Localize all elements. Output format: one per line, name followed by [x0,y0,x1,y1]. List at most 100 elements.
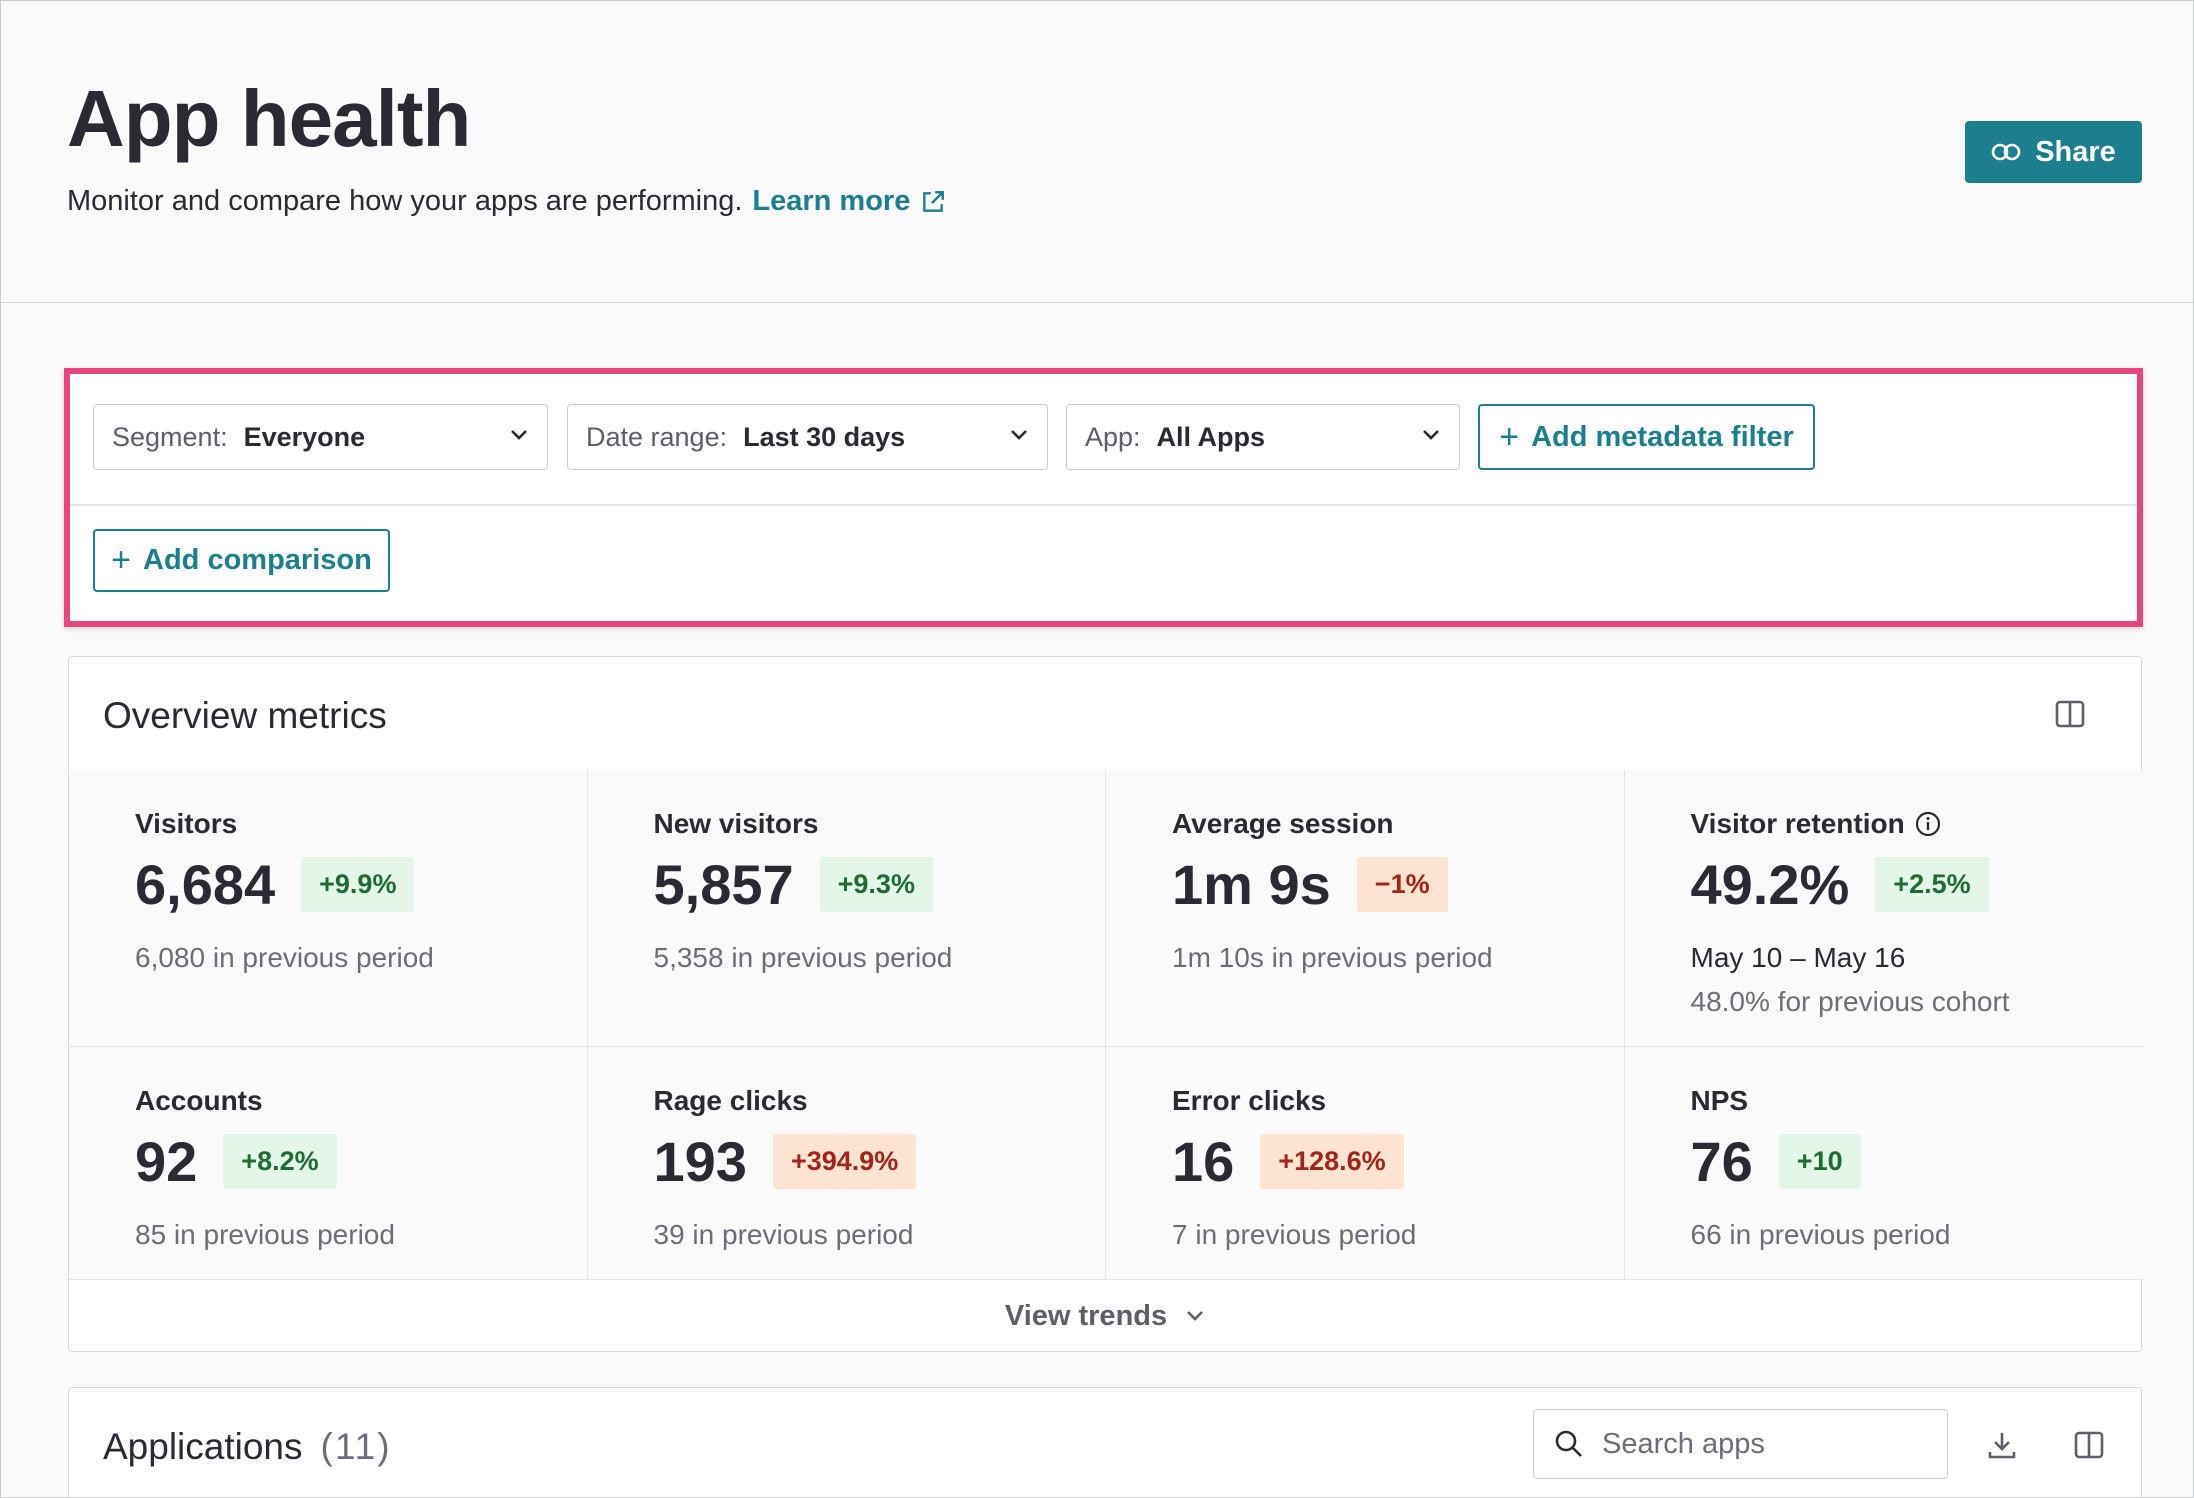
metric-name-text: Visitor retention [1690,808,1905,839]
divider [70,504,2137,506]
view-trends[interactable]: View trends [69,1280,2141,1352]
previous-period: 6,080 in previous period [135,942,434,973]
header: App health Monitor and compare how your … [1,1,2193,303]
metric-row: 76 +10 [1691,1129,1861,1194]
metric-value: 5,857 [653,853,794,916]
subtitle-row: Monitor and compare how your apps are pe… [67,185,946,218]
previous-period: 48.0% for previous cohort [1690,986,2010,1017]
change-badge: +9.3% [819,857,933,912]
change-badge: +394.9% [772,1134,917,1189]
change-badge: +9.9% [301,857,415,912]
info-icon[interactable] [1915,811,1941,837]
search-placeholder: Search apps [1602,1427,1765,1460]
metric-value: 193 [653,1130,747,1193]
add-filter-label: Add metadata filter [1531,420,1794,453]
dropdown-value: Everyone [243,421,366,452]
dropdown-value: Last 30 days [743,421,906,452]
metric-name: Average session [1172,808,1394,840]
link-icon [1991,143,2021,161]
metric-name-text: Error clicks [1172,1085,1327,1116]
change-badge: +10 [1778,1134,1861,1189]
previous-period: 1m 10s in previous period [1172,942,1493,973]
metric-value: 92 [135,1130,198,1193]
metric-tile: Visitor retention 49.2% +2.5% May 10 – May … [1624,770,2143,1047]
metric-tile: Accounts 92 +8.2% 85 in previous period [69,1047,588,1280]
metric-value: 16 [1172,1130,1235,1193]
metric-name-text: NPS [1690,1085,1749,1116]
metric-value: 1m 9s [1172,853,1331,916]
metric-name: Accounts [135,1085,263,1117]
metric-row: 49.2% +2.5% [1691,852,1989,917]
learn-more-link[interactable]: Learn more [752,185,911,217]
dropdown-value: All Apps [1156,421,1266,452]
columns-icon[interactable] [2055,699,2085,729]
metric-row: 6,684 +9.9% [135,852,415,917]
metric-tile: Visitors 6,684 +9.9% 6,080 in previous peri… [69,770,588,1047]
applications-count: (11) [320,1426,392,1467]
previous-period: 5,358 in previous period [653,942,953,973]
add-comparison-button[interactable]: + Add comparison [93,529,390,592]
metric-name-text: Average session [1172,808,1394,839]
dropdown-label: App: [1085,421,1141,452]
page-title: App health [67,74,471,163]
metric-name: Visitor retention [1691,808,1941,840]
applications-title: Applications [103,1426,303,1467]
metric-row: 193 +394.9% [654,1129,917,1194]
external-icon [923,190,945,212]
share-button[interactable]: Share [1965,121,2142,183]
metric-tile: NPS 76 +10 66 in previous period [1624,1047,2143,1280]
subtitle: Monitor and compare how your apps are pe… [67,185,743,217]
overview-title: Overview metrics [103,695,387,736]
metric-name-text: Visitors [135,808,238,839]
metric-row: 92 +8.2% [135,1129,337,1194]
metric-name-text: Rage clicks [653,1085,808,1116]
previous-period: 66 in previous period [1690,1219,1951,1250]
metric-name: Visitors [135,808,237,840]
search-icon [1555,1430,1582,1457]
change-badge: +128.6% [1260,1134,1404,1189]
change-badge: −1% [1356,857,1448,912]
metric-value: 6,684 [135,853,276,916]
metric-tile: Rage clicks 193 +394.9% 39 in previous peri… [587,1047,1106,1280]
dropdown-label: Segment: [112,421,228,452]
metric-name: Rage clicks [654,1085,808,1117]
add-comparison-label: Add comparison [143,544,372,576]
metric-row: 1m 9s −1% [1172,852,1448,917]
previous-period: 85 in previous period [135,1219,395,1250]
metric-name-text: New visitors [653,808,819,839]
change-badge: +8.2% [223,1134,337,1189]
dropdown[interactable]: Segment: Everyone [93,404,548,470]
metric-row: 5,857 +9.3% [654,852,933,917]
chevron [1187,1311,1204,1321]
metric-name: Error clicks [1172,1085,1326,1117]
chevron [1423,430,1439,440]
dropdown[interactable]: Date range: Last 30 days [567,404,1048,470]
dropdown-label: Date range: [586,421,728,452]
metric-row: 16 +128.6% [1172,1129,1404,1194]
chevron [511,430,527,440]
add-filter-button[interactable]: + Add metadata filter [1478,404,1815,470]
columns-icon[interactable] [2074,1430,2104,1460]
share-label: Share [2035,135,2116,168]
overview-card: Overview metrics View trends Visitors 6,6… [68,656,2143,1352]
metric-name: NPS [1691,1085,1749,1117]
download-icon[interactable] [1987,1430,2017,1460]
applications-card: Applications (11) Search apps [68,1387,2142,1497]
metric-tile: New visitors 5,857 +9.3% 5,358 in previous … [587,770,1106,1047]
dropdown[interactable]: App: All Apps [1066,404,1460,470]
previous-period: 7 in previous period [1172,1219,1417,1250]
cohort-range: May 10 – May 16 [1690,942,1906,973]
metric-tile: Average session 1m 9s −1% 1m 10s in previou… [1106,770,1625,1047]
metric-tile: Error clicks 16 +128.6% 7 in previous perio… [1106,1047,1625,1280]
search-box[interactable]: Search apps [1533,1409,1948,1479]
applications-header: Applications (11) [103,1426,392,1468]
metric-name: New visitors [654,808,819,840]
metric-name-text: Accounts [135,1085,263,1116]
chevron [1011,430,1027,440]
view-trends-label: View trends [1004,1299,1168,1332]
previous-period: 39 in previous period [653,1219,914,1250]
change-badge: +2.5% [1875,857,1989,912]
metric-value: 49.2% [1690,853,1850,916]
metric-value: 76 [1690,1130,1753,1193]
